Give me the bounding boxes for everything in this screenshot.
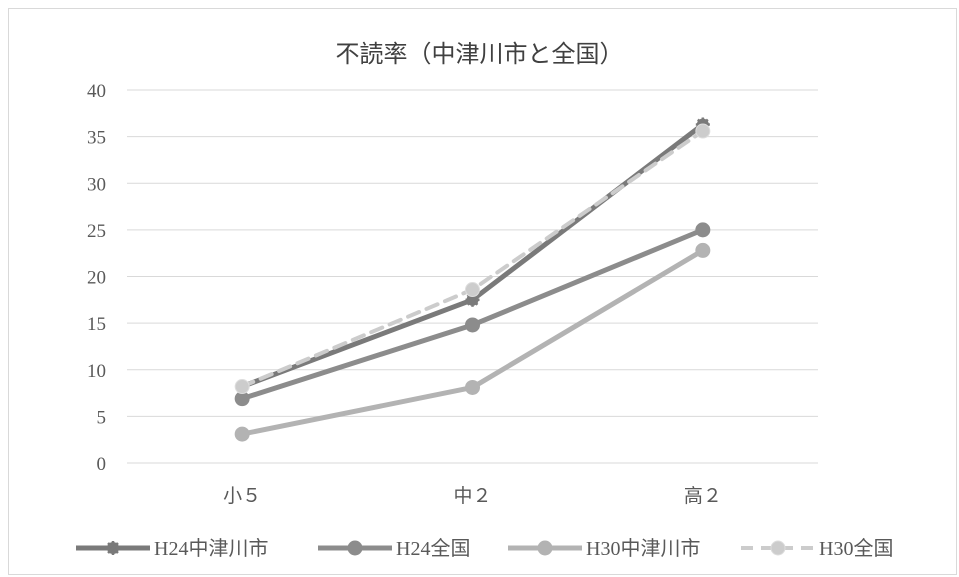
- data-point: [465, 379, 480, 395]
- x-axis: 小５ 中２ 高２: [223, 485, 722, 507]
- x-tick-label: 小５: [223, 485, 261, 507]
- legend: H24中津川市 H24全国 H30中津川市 H30全国: [76, 537, 893, 560]
- marker-spoke: [466, 293, 479, 306]
- series-1: [234, 222, 711, 407]
- legend-item: H24中津川市: [76, 537, 268, 560]
- legend-item: H24全国: [318, 537, 470, 560]
- data-point: [695, 123, 711, 139]
- legend-item: H30中津川市: [508, 537, 700, 560]
- data-point: [234, 426, 250, 442]
- legend-item: H30全国: [741, 537, 893, 560]
- legend-swatch-marker: [347, 540, 363, 556]
- series-2: [234, 242, 711, 442]
- y-tick-label: 10: [87, 361, 106, 382]
- series-3: [234, 123, 711, 395]
- data-point: [465, 292, 480, 307]
- series-line: [239, 227, 706, 402]
- legend-label: H30中津川市: [586, 537, 700, 560]
- data-point: [695, 242, 711, 258]
- y-tick-label: 40: [87, 81, 106, 102]
- x-tick-label: 高２: [684, 485, 722, 507]
- legend-swatch-marker: [770, 540, 786, 556]
- y-axis: 0 5 10 15 20 25 30 35 40: [87, 81, 106, 475]
- legend-swatch-marker: [537, 540, 553, 556]
- data-point: [465, 282, 480, 298]
- series-line: [239, 122, 706, 390]
- legend-label: H24全国: [396, 537, 470, 560]
- y-tick-label: 20: [87, 268, 106, 289]
- y-tick-label: 25: [87, 221, 106, 242]
- y-tick-label: 15: [87, 314, 106, 335]
- data-point: [234, 379, 250, 395]
- legend-label: H24中津川市: [154, 537, 268, 560]
- gridlines: [127, 89, 818, 464]
- legend-swatch-marker: [106, 541, 120, 555]
- y-tick-label: 30: [87, 174, 106, 195]
- marker-spoke: [107, 542, 119, 554]
- chart-title: 不読率（中津川市と全国）: [335, 40, 624, 68]
- legend-label: H30全国: [819, 537, 893, 560]
- data-point: [695, 222, 711, 238]
- x-tick-label: 中２: [453, 485, 491, 507]
- series-layer: [234, 117, 711, 442]
- data-point: [465, 317, 480, 333]
- y-tick-label: 35: [87, 128, 106, 149]
- y-tick-label: 0: [97, 454, 107, 475]
- series-line: [239, 247, 706, 437]
- y-tick-label: 5: [97, 407, 107, 428]
